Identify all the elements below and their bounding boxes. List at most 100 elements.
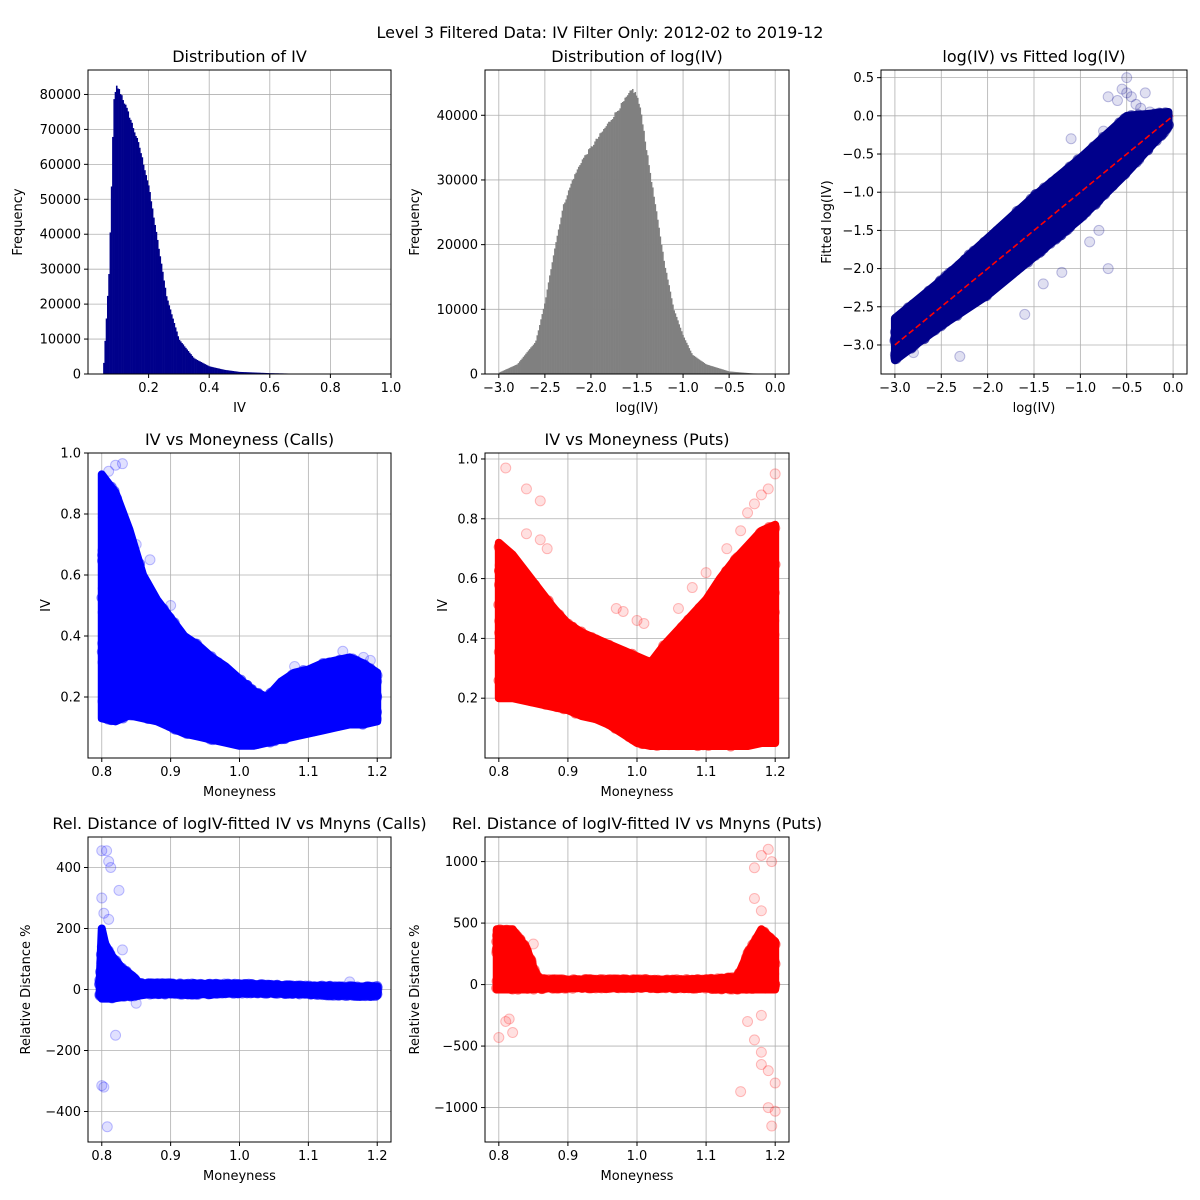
hist-bar <box>674 313 677 374</box>
y-tick-label: −0.5 <box>842 148 874 163</box>
axes-frame <box>87 69 392 375</box>
hist-bar <box>541 314 544 374</box>
hist-bar <box>168 305 171 374</box>
x-tick-label: −1.0 <box>1065 381 1097 396</box>
outlier-point <box>103 465 115 477</box>
hist-bar <box>224 369 227 374</box>
hist-bar <box>142 164 145 374</box>
outlier-point <box>534 534 546 546</box>
hist-bar <box>562 204 565 374</box>
plot-area <box>498 88 776 374</box>
outlier-point <box>631 614 643 626</box>
x-tick-label: 0.4 <box>199 381 220 396</box>
hist-bar <box>522 356 525 374</box>
hist-bar <box>231 370 233 374</box>
hist-bar <box>678 324 681 374</box>
hist-bar <box>180 341 182 374</box>
hist-bar <box>115 85 118 374</box>
hist-bar <box>133 132 136 374</box>
y-axis-label: Frequency <box>11 188 26 255</box>
hist-bar <box>265 372 268 374</box>
hist-bar <box>550 269 552 374</box>
hist-bar <box>723 369 726 374</box>
y-tick-label: 0.8 <box>60 508 81 523</box>
hist-bar <box>130 119 132 374</box>
hist-bar <box>577 166 580 374</box>
hist-bar <box>190 354 192 374</box>
outlier-point <box>742 507 754 519</box>
hist-bar <box>647 155 649 374</box>
outlier-point <box>672 602 684 614</box>
hist-bar <box>717 368 719 374</box>
hist-bar <box>186 349 188 374</box>
x-tick-label: −0.5 <box>713 381 745 396</box>
outlier-point <box>1102 91 1114 103</box>
hist-bar <box>645 150 648 374</box>
hist-bar <box>200 362 203 374</box>
hist-bar <box>610 120 613 374</box>
hist-bar <box>112 136 114 374</box>
hist-bar <box>576 169 579 374</box>
hist-bar <box>639 107 642 374</box>
hist-bar <box>141 157 144 374</box>
x-tick-label: 1.2 <box>367 765 388 780</box>
hist-bar <box>516 364 518 374</box>
hist-bar <box>667 279 669 374</box>
y-tick-label: 70000 <box>40 123 81 138</box>
hist-bar <box>703 362 706 374</box>
hist-bar <box>237 371 240 374</box>
hist-bar <box>188 352 191 374</box>
outlier-point <box>1135 102 1147 114</box>
hist-bar <box>171 314 173 374</box>
hist-bar <box>523 355 526 374</box>
hist-bar <box>229 370 232 374</box>
hist-bar <box>218 368 221 374</box>
hist-bar <box>682 334 684 374</box>
hist-bar <box>629 90 632 374</box>
hist-bar <box>743 372 746 374</box>
y-axis-label: IV <box>39 599 54 612</box>
hist-bar <box>201 362 204 374</box>
hist-bar <box>539 325 541 374</box>
hist-bar <box>117 88 119 374</box>
hist-bar <box>659 236 662 374</box>
outlier-point <box>721 543 733 555</box>
hist-bar <box>679 327 682 374</box>
hist-bar <box>169 309 172 374</box>
hist-bar <box>194 358 196 374</box>
hist-bar <box>684 340 687 374</box>
hist-bar <box>660 244 663 374</box>
hist-bar <box>164 287 167 374</box>
hist-bar <box>688 348 691 374</box>
hist-bar <box>649 172 652 374</box>
hist-bar <box>155 231 158 374</box>
outlier-point <box>1121 72 1133 84</box>
hist-bar <box>624 97 626 374</box>
hist-bar <box>709 365 712 374</box>
hist-bar <box>110 186 113 374</box>
hist-bar <box>511 366 513 374</box>
hist-bar <box>544 303 546 374</box>
hist-bar <box>640 114 643 374</box>
hist-bar <box>146 180 149 374</box>
hist-bar <box>185 347 187 374</box>
hist-bar <box>244 372 246 374</box>
outlier-point <box>110 459 122 471</box>
hist-bar <box>582 157 585 374</box>
hist-bar <box>140 153 142 374</box>
hist-bar <box>191 355 194 374</box>
hist-bar <box>123 103 126 374</box>
hist-bar <box>652 187 654 374</box>
hist-bar <box>512 366 515 374</box>
hist-bar <box>593 144 595 374</box>
hist-bar <box>246 372 249 374</box>
hist-bar <box>623 101 625 374</box>
hist-bar <box>500 371 502 374</box>
hist-bar <box>501 371 503 374</box>
outlier-point <box>364 654 376 666</box>
x-tick-label: −3.0 <box>879 381 911 396</box>
hist-bar <box>128 117 131 374</box>
y-tick-label: 60000 <box>40 158 81 173</box>
x-tick-label: −2.0 <box>575 381 607 396</box>
